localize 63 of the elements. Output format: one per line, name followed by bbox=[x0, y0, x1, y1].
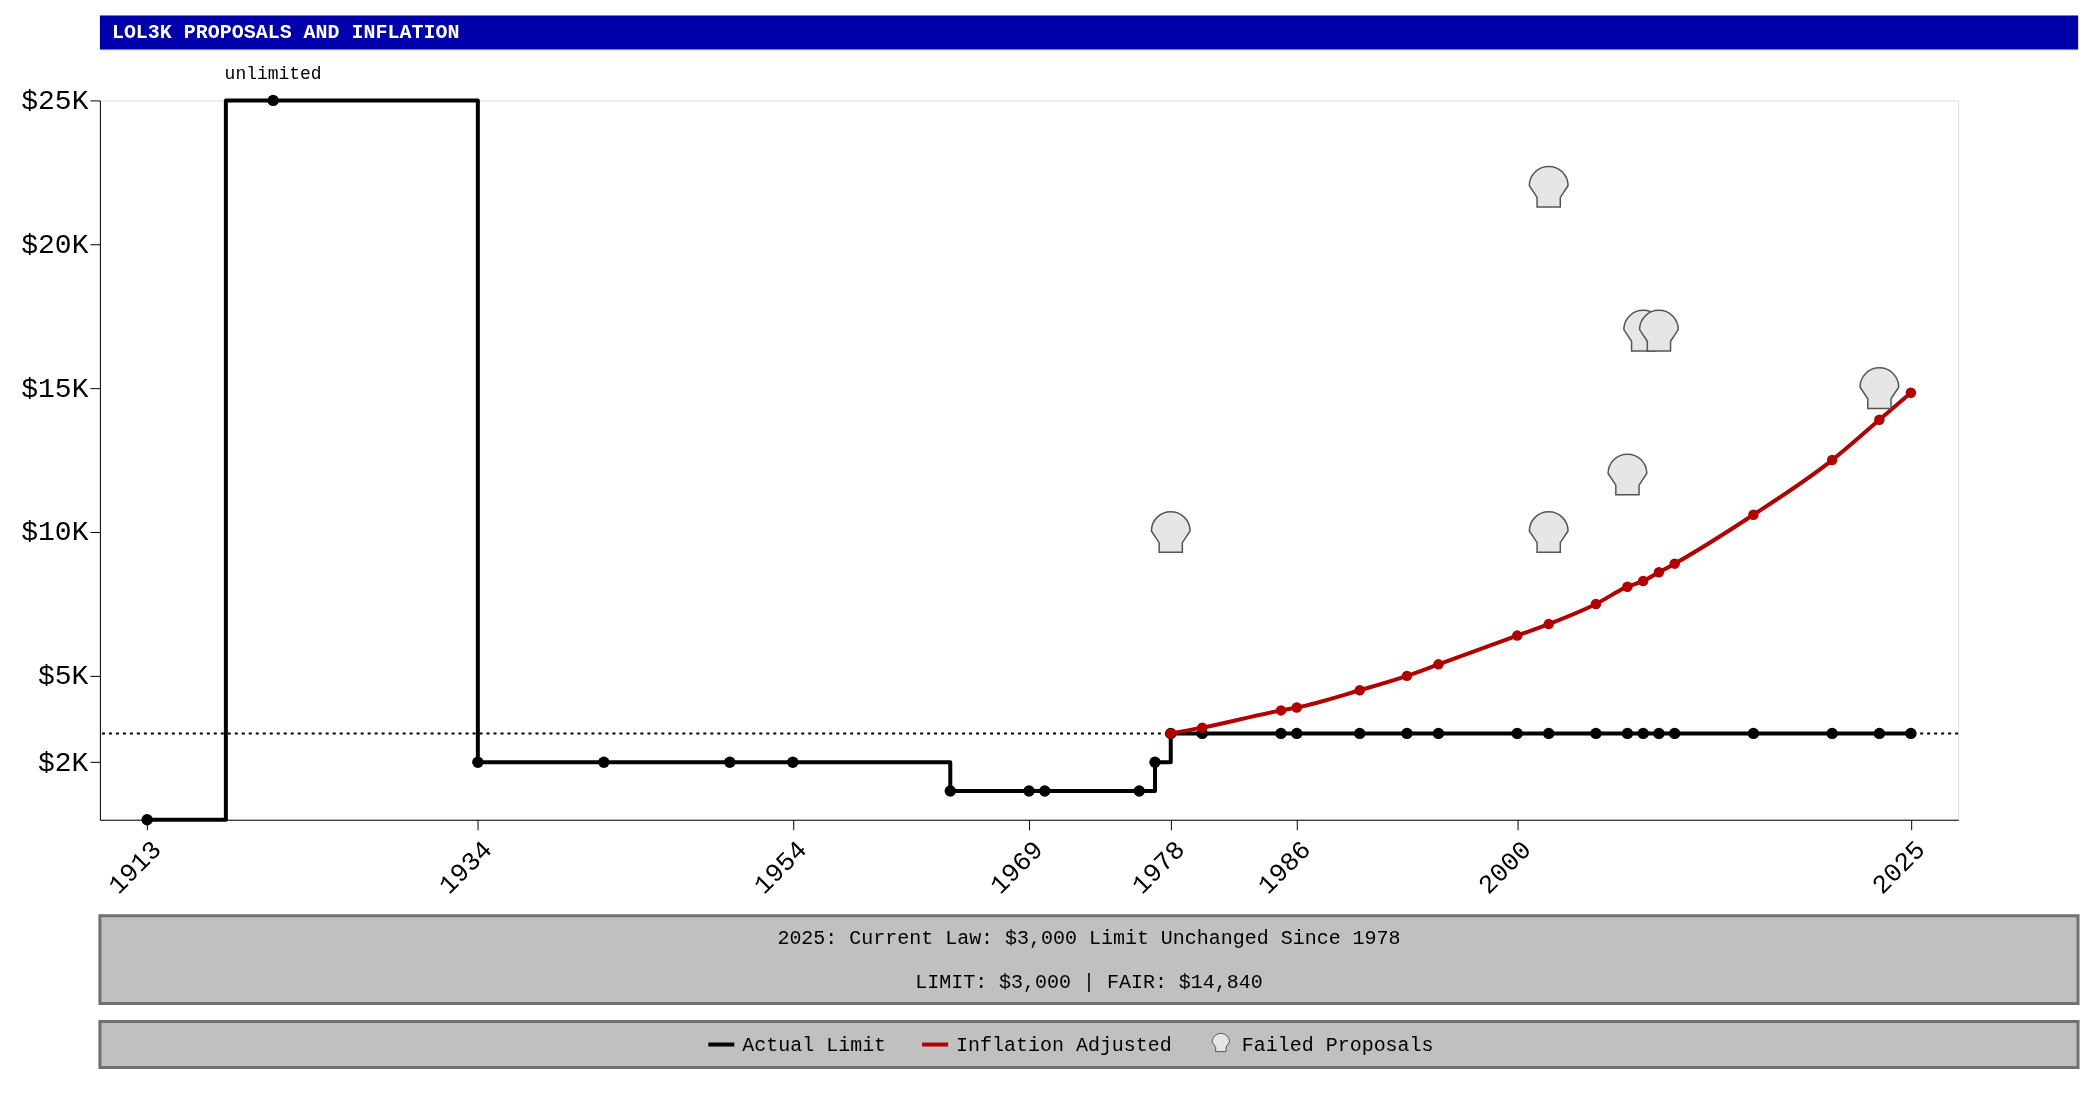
annotation: unlimited bbox=[224, 64, 322, 85]
point bbox=[1401, 670, 1413, 682]
point bbox=[1826, 454, 1838, 466]
point bbox=[1511, 727, 1523, 740]
point bbox=[787, 756, 799, 768]
point bbox=[1607, 453, 1648, 496]
point bbox=[1511, 630, 1523, 641]
point bbox=[1275, 727, 1287, 740]
legend-label: Actual Limit bbox=[742, 1033, 887, 1057]
point bbox=[944, 785, 956, 797]
y-tick-label: $20K bbox=[21, 229, 89, 261]
point bbox=[1528, 510, 1569, 554]
point bbox=[472, 756, 484, 768]
point bbox=[1354, 727, 1366, 740]
point bbox=[1543, 618, 1554, 630]
point bbox=[1197, 722, 1208, 733]
point bbox=[1621, 727, 1634, 740]
point bbox=[1826, 727, 1838, 740]
point bbox=[1590, 598, 1602, 610]
point bbox=[1905, 727, 1917, 740]
point bbox=[141, 814, 153, 826]
point bbox=[1874, 414, 1885, 426]
text: LIMIT: $3,000 | FAIR: $14,840 bbox=[915, 970, 1263, 994]
point bbox=[1291, 702, 1302, 713]
point bbox=[1622, 581, 1633, 592]
point bbox=[1432, 727, 1445, 740]
point bbox=[598, 756, 610, 768]
point bbox=[1133, 785, 1145, 797]
point bbox=[1638, 309, 1680, 352]
legend-label: Inflation Adjusted bbox=[956, 1033, 1172, 1057]
point bbox=[1528, 165, 1569, 208]
y-tick-label: $15K bbox=[21, 373, 89, 405]
point bbox=[1039, 785, 1051, 797]
text: 2025: Current Law: $3,000 Limit Unchanged Since 1978 bbox=[777, 926, 1401, 950]
point bbox=[1668, 727, 1681, 740]
y-tick-label: $25K bbox=[21, 85, 89, 117]
point bbox=[1653, 727, 1665, 740]
point bbox=[1150, 510, 1191, 554]
point bbox=[1433, 659, 1444, 670]
point bbox=[1905, 387, 1917, 398]
point bbox=[1637, 575, 1649, 587]
point bbox=[1653, 567, 1665, 578]
chart-title: LOL3K PROPOSALS AND INFLATION bbox=[111, 21, 460, 45]
point bbox=[1149, 756, 1161, 768]
point bbox=[1023, 785, 1035, 797]
point bbox=[1669, 558, 1680, 569]
point bbox=[267, 94, 279, 107]
point bbox=[724, 756, 736, 768]
point bbox=[1590, 727, 1602, 740]
point bbox=[1637, 727, 1649, 740]
point bbox=[1748, 509, 1759, 520]
point bbox=[1354, 685, 1365, 696]
legend-label: Failed Proposals bbox=[1241, 1033, 1434, 1057]
point bbox=[1401, 727, 1413, 740]
y-tick-label: $10K bbox=[21, 517, 89, 549]
point bbox=[1747, 727, 1760, 740]
point bbox=[1275, 705, 1287, 716]
point bbox=[1859, 367, 1900, 410]
point bbox=[1291, 727, 1303, 740]
point bbox=[1873, 727, 1886, 740]
y-tick-label: $2K bbox=[38, 747, 89, 779]
y-tick-label: $5K bbox=[38, 661, 89, 693]
point bbox=[1543, 727, 1555, 740]
